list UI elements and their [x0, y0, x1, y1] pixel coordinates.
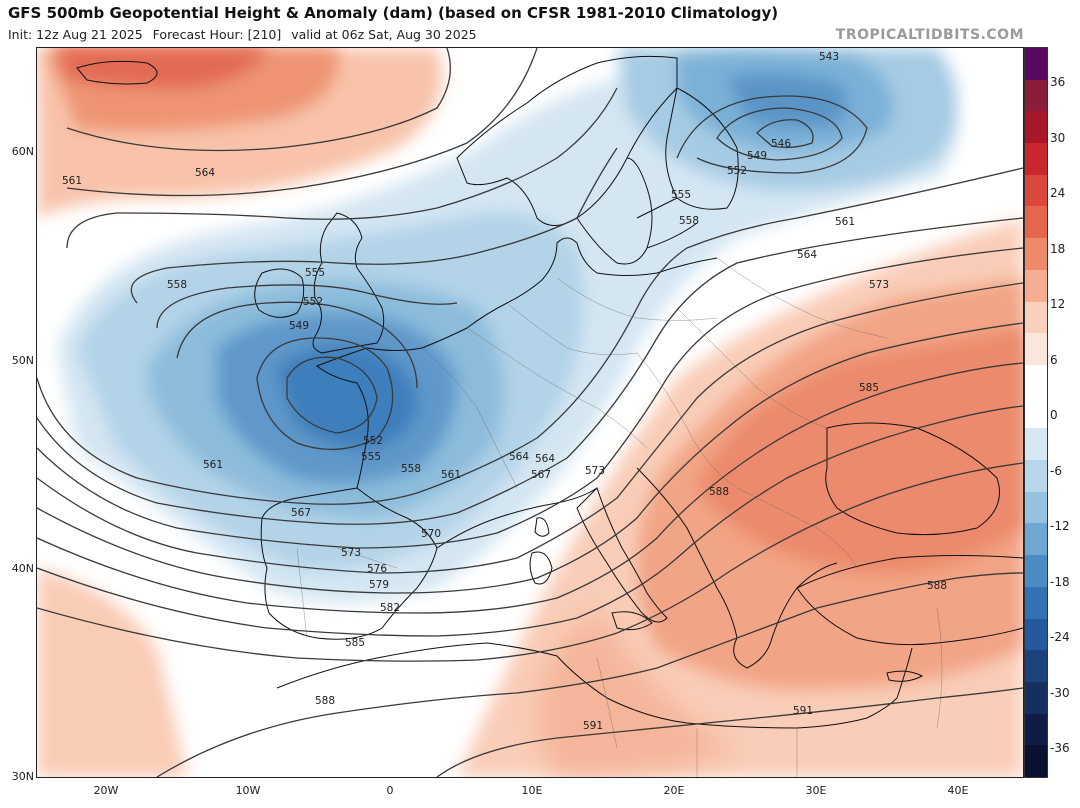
anomaly-map: 564 561 558 555 552 549 561 555 552 558 …	[37, 48, 1023, 777]
map-panel[interactable]: 564 561 558 555 552 549 561 555 552 558 …	[36, 47, 1024, 778]
contour-label: 558	[401, 463, 421, 475]
colorbar-cell	[1025, 79, 1047, 112]
contour-label: 588	[927, 580, 947, 592]
positive-anomaly-shading	[37, 48, 1023, 777]
colorbar-cell	[1025, 618, 1047, 651]
init-time: Init: 12z Aug 21 2025	[8, 27, 143, 42]
colorbar-cell	[1025, 364, 1047, 398]
contour-label: 549	[289, 320, 309, 332]
colorbar-cell	[1025, 745, 1047, 777]
lon-label-10e: 10E	[521, 784, 543, 797]
contour-label: 582	[380, 602, 400, 614]
contour-label: 585	[859, 382, 879, 394]
colorbar-tick-label: -18	[1050, 574, 1070, 589]
contour-label: 573	[341, 547, 361, 559]
map-subtitle: Init: 12z Aug 21 2025 Forecast Hour: [21…	[8, 27, 483, 42]
contour-label: 552	[727, 165, 747, 177]
contour-label: 588	[315, 695, 335, 707]
lat-label-50n: 50N	[11, 354, 34, 367]
colorbar-cell	[1025, 460, 1047, 493]
colorbar-cell	[1025, 555, 1047, 588]
negative-anomaly-shading	[57, 48, 957, 604]
colorbar-cell	[1025, 111, 1047, 144]
contour-label: 561	[835, 216, 855, 228]
lon-label-30e: 30E	[805, 784, 827, 797]
contour-label: 567	[531, 469, 551, 481]
contour-label: 564	[195, 167, 215, 179]
map-title: GFS 500mb Geopotential Height & Anomaly …	[8, 4, 779, 22]
contour-label: 561	[203, 459, 223, 471]
colorbar-tick-label: 0	[1050, 408, 1058, 422]
country-borders	[296, 257, 943, 777]
contour-label: 561	[62, 175, 82, 187]
forecast-hour: Forecast Hour: [210]	[152, 27, 282, 42]
colorbar-tick-label: -36	[1050, 741, 1070, 755]
contour-label: 558	[679, 215, 699, 227]
height-contours	[37, 48, 1023, 777]
colorbar-cell	[1025, 586, 1047, 619]
colorbar-tick-label: 36	[1050, 75, 1066, 89]
colorbar-tick-label: -30	[1050, 685, 1070, 700]
colorbar-cell	[1025, 650, 1047, 683]
contour-label: 555	[305, 267, 325, 279]
colorbar-cell	[1025, 206, 1047, 239]
lon-label-10w: 10W	[235, 784, 261, 797]
contour-label: 567	[291, 507, 311, 519]
contour-label: 558	[167, 279, 187, 291]
colorbar-tick-label: 24	[1050, 186, 1066, 200]
colorbar-cell	[1025, 396, 1047, 429]
colorbar-cell	[1025, 523, 1047, 556]
contour-label: 552	[363, 435, 383, 447]
colorbar-tick-label: -12	[1050, 519, 1070, 533]
lon-label-40e: 40E	[947, 784, 969, 797]
contour-label: 576	[367, 563, 387, 575]
contour-label: 555	[361, 451, 381, 463]
colorbar-cell	[1025, 143, 1047, 176]
contour-label: 579	[369, 579, 389, 591]
contour-label: 573	[585, 465, 605, 477]
colorbar-tick-label: 12	[1050, 297, 1066, 311]
colorbar-cell	[1025, 333, 1047, 366]
valid-time: valid at 06z Sat, Aug 30 2025	[291, 27, 477, 42]
lon-label-20e: 20E	[663, 784, 685, 797]
lat-label-40n: 40N	[11, 562, 34, 575]
contour-label: 591	[583, 720, 603, 732]
colorbar-cell	[1025, 491, 1047, 524]
colorbar-cell	[1025, 681, 1047, 715]
colorbar-tick-label: -24	[1050, 630, 1070, 644]
colorbar-cell	[1025, 713, 1047, 746]
colorbar-cell	[1025, 174, 1047, 207]
contour-label: 564	[509, 451, 529, 463]
colorbar-cell	[1025, 269, 1047, 303]
contour-label: 552	[303, 296, 323, 308]
contour-label: 561	[441, 469, 461, 481]
contour-label: 543	[819, 51, 839, 63]
contour-label: 591	[793, 705, 813, 717]
contour-label: 588	[709, 486, 729, 498]
colorbar-tick-label: 6	[1050, 352, 1058, 367]
colorbar-tick-label: -6	[1050, 463, 1062, 478]
colorbar-cell	[1025, 238, 1047, 271]
contour-label: 549	[747, 150, 767, 162]
lon-label-20w: 20W	[93, 784, 119, 797]
contour-label-group: 564 561 558 555 552 549 561 555 552 558 …	[62, 51, 947, 732]
lat-label-30n: 30N	[11, 770, 34, 783]
colorbar-cell	[1025, 48, 1047, 81]
colorbar-cell	[1025, 428, 1047, 461]
watermark: TROPICALTIDBITS.COM	[835, 27, 1024, 43]
contour-label: 573	[869, 279, 889, 291]
contour-label: 585	[345, 637, 365, 649]
contour-label: 564	[797, 249, 817, 261]
lon-label-0: 0	[386, 784, 394, 797]
anomaly-colorbar	[1024, 47, 1048, 778]
colorbar-cell	[1025, 301, 1047, 334]
colorbar-tick-label: 30	[1050, 130, 1066, 145]
contour-label: 570	[421, 528, 441, 540]
contour-label: 555	[671, 189, 691, 201]
colorbar-tick-label: 18	[1050, 241, 1066, 256]
contour-label: 546	[771, 138, 791, 150]
lat-label-60n: 60N	[11, 145, 34, 158]
contour-label: 564	[535, 453, 555, 465]
